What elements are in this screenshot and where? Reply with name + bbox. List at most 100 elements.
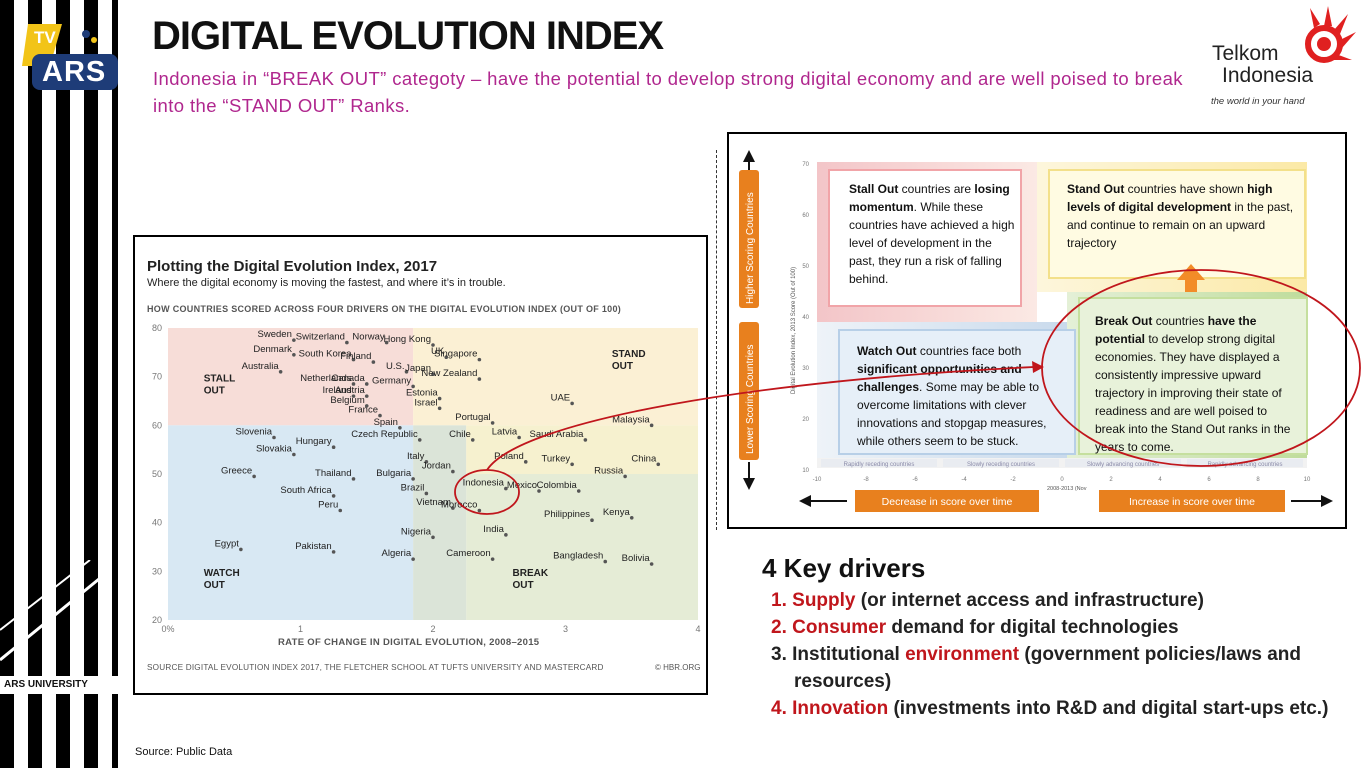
stall-out-bold: losing momentum (849, 182, 1010, 214)
stand-out-heading: Stand Out (1067, 182, 1125, 196)
point-label: Indonesia (463, 478, 505, 489)
break-out-heading: Break Out (1095, 314, 1153, 328)
sidebar-stripe (0, 0, 14, 768)
data-point (411, 384, 415, 389)
data-point (451, 506, 455, 510)
point-label: Malaysia (612, 414, 650, 425)
sidebar-stripe (28, 0, 42, 768)
point-label: Germany (372, 375, 411, 386)
x-tick-label: 3 (563, 624, 568, 634)
diagram-x-ticks: -10 -8 -6 -4 -2 0 2 4 6 8 10 (813, 477, 1311, 483)
break-out-text1: countries (1152, 314, 1208, 328)
point-label: Italy (407, 451, 425, 462)
data-point (331, 550, 336, 554)
data-point (351, 382, 356, 386)
zone-label: OUT (204, 580, 225, 591)
driver-2-rest: demand for digital technologies (886, 617, 1179, 638)
driver-item-3-continued: resources) (794, 671, 892, 692)
strip-label: Rapidly receding countries (844, 462, 915, 468)
data-point (351, 477, 356, 481)
strip-label: Slowly receding countries (967, 462, 1035, 468)
point-label: Peru (318, 500, 338, 511)
diagram-y-tick: 50 (802, 264, 809, 270)
point-label: Turkey (541, 453, 570, 464)
diagram-x-tick: -6 (912, 477, 918, 483)
point-label: Switzerland (296, 332, 345, 343)
arrow-down-icon (743, 478, 755, 490)
point-label: Finland (340, 351, 371, 362)
increase-label: Increase in score over time (1129, 496, 1255, 508)
ars-label: ARS (42, 56, 107, 88)
point-label: Vietnam (416, 497, 451, 508)
point-label: Thailand (315, 468, 351, 479)
higher-scoring-label: Higher Scoring Countries (745, 192, 756, 304)
data-point (252, 474, 256, 479)
point-label: New Zealand (421, 368, 477, 379)
data-point (431, 535, 435, 540)
point-label: Ireland (322, 385, 351, 396)
data-point (331, 494, 336, 498)
chart-source: SOURCE DIGITAL EVOLUTION INDEX 2017, THE… (147, 663, 604, 672)
diagram-x-tick: 4 (1158, 477, 1162, 483)
data-point (424, 460, 429, 464)
data-point (292, 338, 296, 342)
point-label: Slovakia (256, 444, 293, 455)
point-label: Austria (335, 385, 365, 396)
zone-stall-out (168, 328, 414, 426)
ars-university-label: ARS UNIVERSITY (0, 676, 118, 694)
driver-1-rest: (or internet access and infrastructure) (855, 590, 1204, 611)
diagram-y-tick: 60 (802, 213, 809, 219)
data-point (451, 469, 455, 474)
data-point (649, 423, 654, 428)
sidebar-stripe (56, 0, 70, 768)
data-point (477, 357, 482, 362)
data-point (292, 352, 296, 357)
data-point (570, 401, 574, 406)
zone-label: WATCH (204, 568, 240, 579)
point-label: Pakistan (295, 541, 331, 552)
dashed-divider (716, 150, 717, 530)
decrease-bar (855, 490, 1039, 512)
point-label: Brazil (401, 482, 425, 493)
arrow-right-icon (1321, 495, 1333, 507)
point-label: Nigeria (401, 526, 432, 537)
data-point (437, 406, 442, 411)
driver-2-number: 2. (771, 617, 787, 638)
chart-title: Plotting the Digital Evolution Index, 20… (147, 258, 438, 275)
chart-subtitle: Where the digital economy is moving the … (147, 277, 506, 289)
data-point (576, 489, 581, 493)
telkom-logo-icon (1305, 6, 1356, 63)
higher-scoring-bar (739, 170, 759, 308)
point-label: Bolivia (622, 553, 651, 564)
diagram-x-tick: 0 (1060, 477, 1064, 483)
data-point (404, 370, 409, 374)
x-tick-label: 0% (161, 624, 174, 634)
diagram-y-tick: 70 (802, 162, 809, 168)
data-point (603, 559, 608, 564)
point-label: U.S. (386, 361, 404, 372)
driver-1-key: Supply (792, 590, 856, 611)
break-out-text: Break Out countries have the potential t… (1085, 306, 1307, 462)
strip-label: Slowly advancing countries (1087, 462, 1159, 468)
driver-3-rest: (government policies/laws and (1019, 644, 1302, 665)
y-tick-label: 80 (152, 323, 162, 333)
point-label: Colombia (537, 480, 578, 491)
x-tick-label: 4 (695, 624, 700, 634)
point-label: Norway (352, 332, 384, 343)
data-point (590, 518, 594, 523)
sidebar-stripe (112, 0, 118, 768)
data-point (411, 477, 415, 481)
data-point (470, 438, 475, 442)
source-note: Source: Public Data (135, 746, 233, 758)
telkom-name-line2: Indonesia (1222, 64, 1314, 87)
zone-label: OUT (204, 386, 225, 397)
stall-out-heading: Stall Out (849, 182, 899, 196)
point-label: UK (431, 346, 445, 357)
data-point (239, 547, 243, 552)
chart-header: HOW COUNTRIES SCORED ACROSS FOUR DRIVERS… (147, 304, 622, 314)
point-label: Australia (242, 361, 280, 372)
y-tick-label: 40 (152, 518, 162, 528)
point-label: Japan (405, 363, 431, 374)
point-label: Latvia (492, 427, 518, 438)
zone-watch-out (168, 425, 414, 620)
